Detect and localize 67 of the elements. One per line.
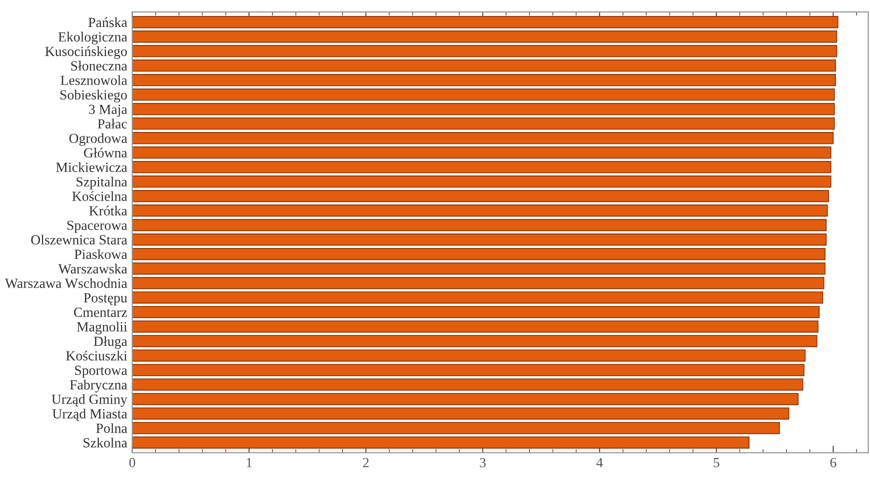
y-tick-label: Lesznowola <box>60 75 128 86</box>
bar <box>132 132 834 144</box>
y-tick-label: Urząd Miasta <box>52 408 128 422</box>
bar <box>132 176 832 188</box>
y-tick-label: Pałac <box>98 118 127 129</box>
y-tick-label: Słoneczna <box>71 60 128 71</box>
bar <box>132 161 832 174</box>
bar <box>132 378 804 391</box>
y-tick-label: Spacerowa <box>67 220 128 233</box>
y-tick-label: Sobieskiego <box>60 90 127 102</box>
bar <box>132 422 780 434</box>
bar <box>132 103 835 116</box>
x-tick-label: 0 <box>129 458 136 468</box>
y-tick-label: 3 Maja <box>89 104 128 117</box>
bar <box>132 45 838 58</box>
bar <box>132 88 835 101</box>
bar <box>132 334 818 348</box>
y-tick-label: Sportowa <box>75 366 128 378</box>
y-tick-label: Polna <box>96 423 128 433</box>
bar <box>132 306 820 318</box>
bar <box>132 118 835 130</box>
y-tick-label: Fabryczna <box>70 380 128 392</box>
y-tick-label: Mickiewicza <box>56 162 128 172</box>
bar <box>132 204 828 217</box>
bar <box>132 190 829 202</box>
x-tick-label: 1 <box>246 458 252 468</box>
bar <box>132 248 826 260</box>
y-tick-label: Szpitalna <box>76 176 128 190</box>
y-tick-label: Urząd Gminy <box>52 394 128 407</box>
y-tick-label: Warszawska <box>58 264 128 274</box>
y-tick-label: Postępu <box>84 293 128 306</box>
bar <box>132 291 824 304</box>
bar <box>132 407 790 420</box>
x-tick-label: 4 <box>596 458 603 468</box>
y-tick-label: Magnolii <box>76 322 128 334</box>
bar <box>132 60 836 72</box>
y-tick-label: Kościelna <box>72 191 128 202</box>
bar <box>132 218 827 232</box>
y-tick-label: Piaskowa <box>74 249 128 260</box>
bar <box>132 233 827 246</box>
y-tick-label: Krótka <box>89 206 128 216</box>
bar <box>132 16 838 28</box>
x-tick-label: 6 <box>830 458 836 468</box>
y-tick-label: Szkolna <box>84 438 128 448</box>
bar <box>132 276 824 290</box>
bar <box>132 436 750 449</box>
bar <box>132 349 806 362</box>
y-tick-label: Cmentarz <box>74 308 127 317</box>
y-tick-label: Kościuszki <box>66 350 128 360</box>
y-tick-label: Pańska <box>88 17 128 28</box>
y-tick-label: Warszawa Wschodnia <box>4 278 128 288</box>
bar <box>132 146 832 159</box>
y-tick-label: Ogrodowa <box>69 133 128 146</box>
y-tick-label: Długa <box>94 336 128 349</box>
x-tick-label: 5 <box>714 458 720 468</box>
y-tick-label: Kusocińskiego <box>45 46 127 59</box>
y-tick-label: Główna <box>84 148 128 158</box>
y-tick-label: Ekologiczna <box>58 32 128 44</box>
y-tick-label: Olszewnica Stara <box>31 234 128 245</box>
bar <box>132 320 818 333</box>
bar <box>132 364 804 376</box>
bar <box>132 262 826 275</box>
bar <box>132 74 836 86</box>
x-tick-label: 2 <box>363 458 369 468</box>
bar <box>132 392 799 406</box>
x-tick-label: 3 <box>480 458 486 468</box>
bar <box>132 30 838 43</box>
